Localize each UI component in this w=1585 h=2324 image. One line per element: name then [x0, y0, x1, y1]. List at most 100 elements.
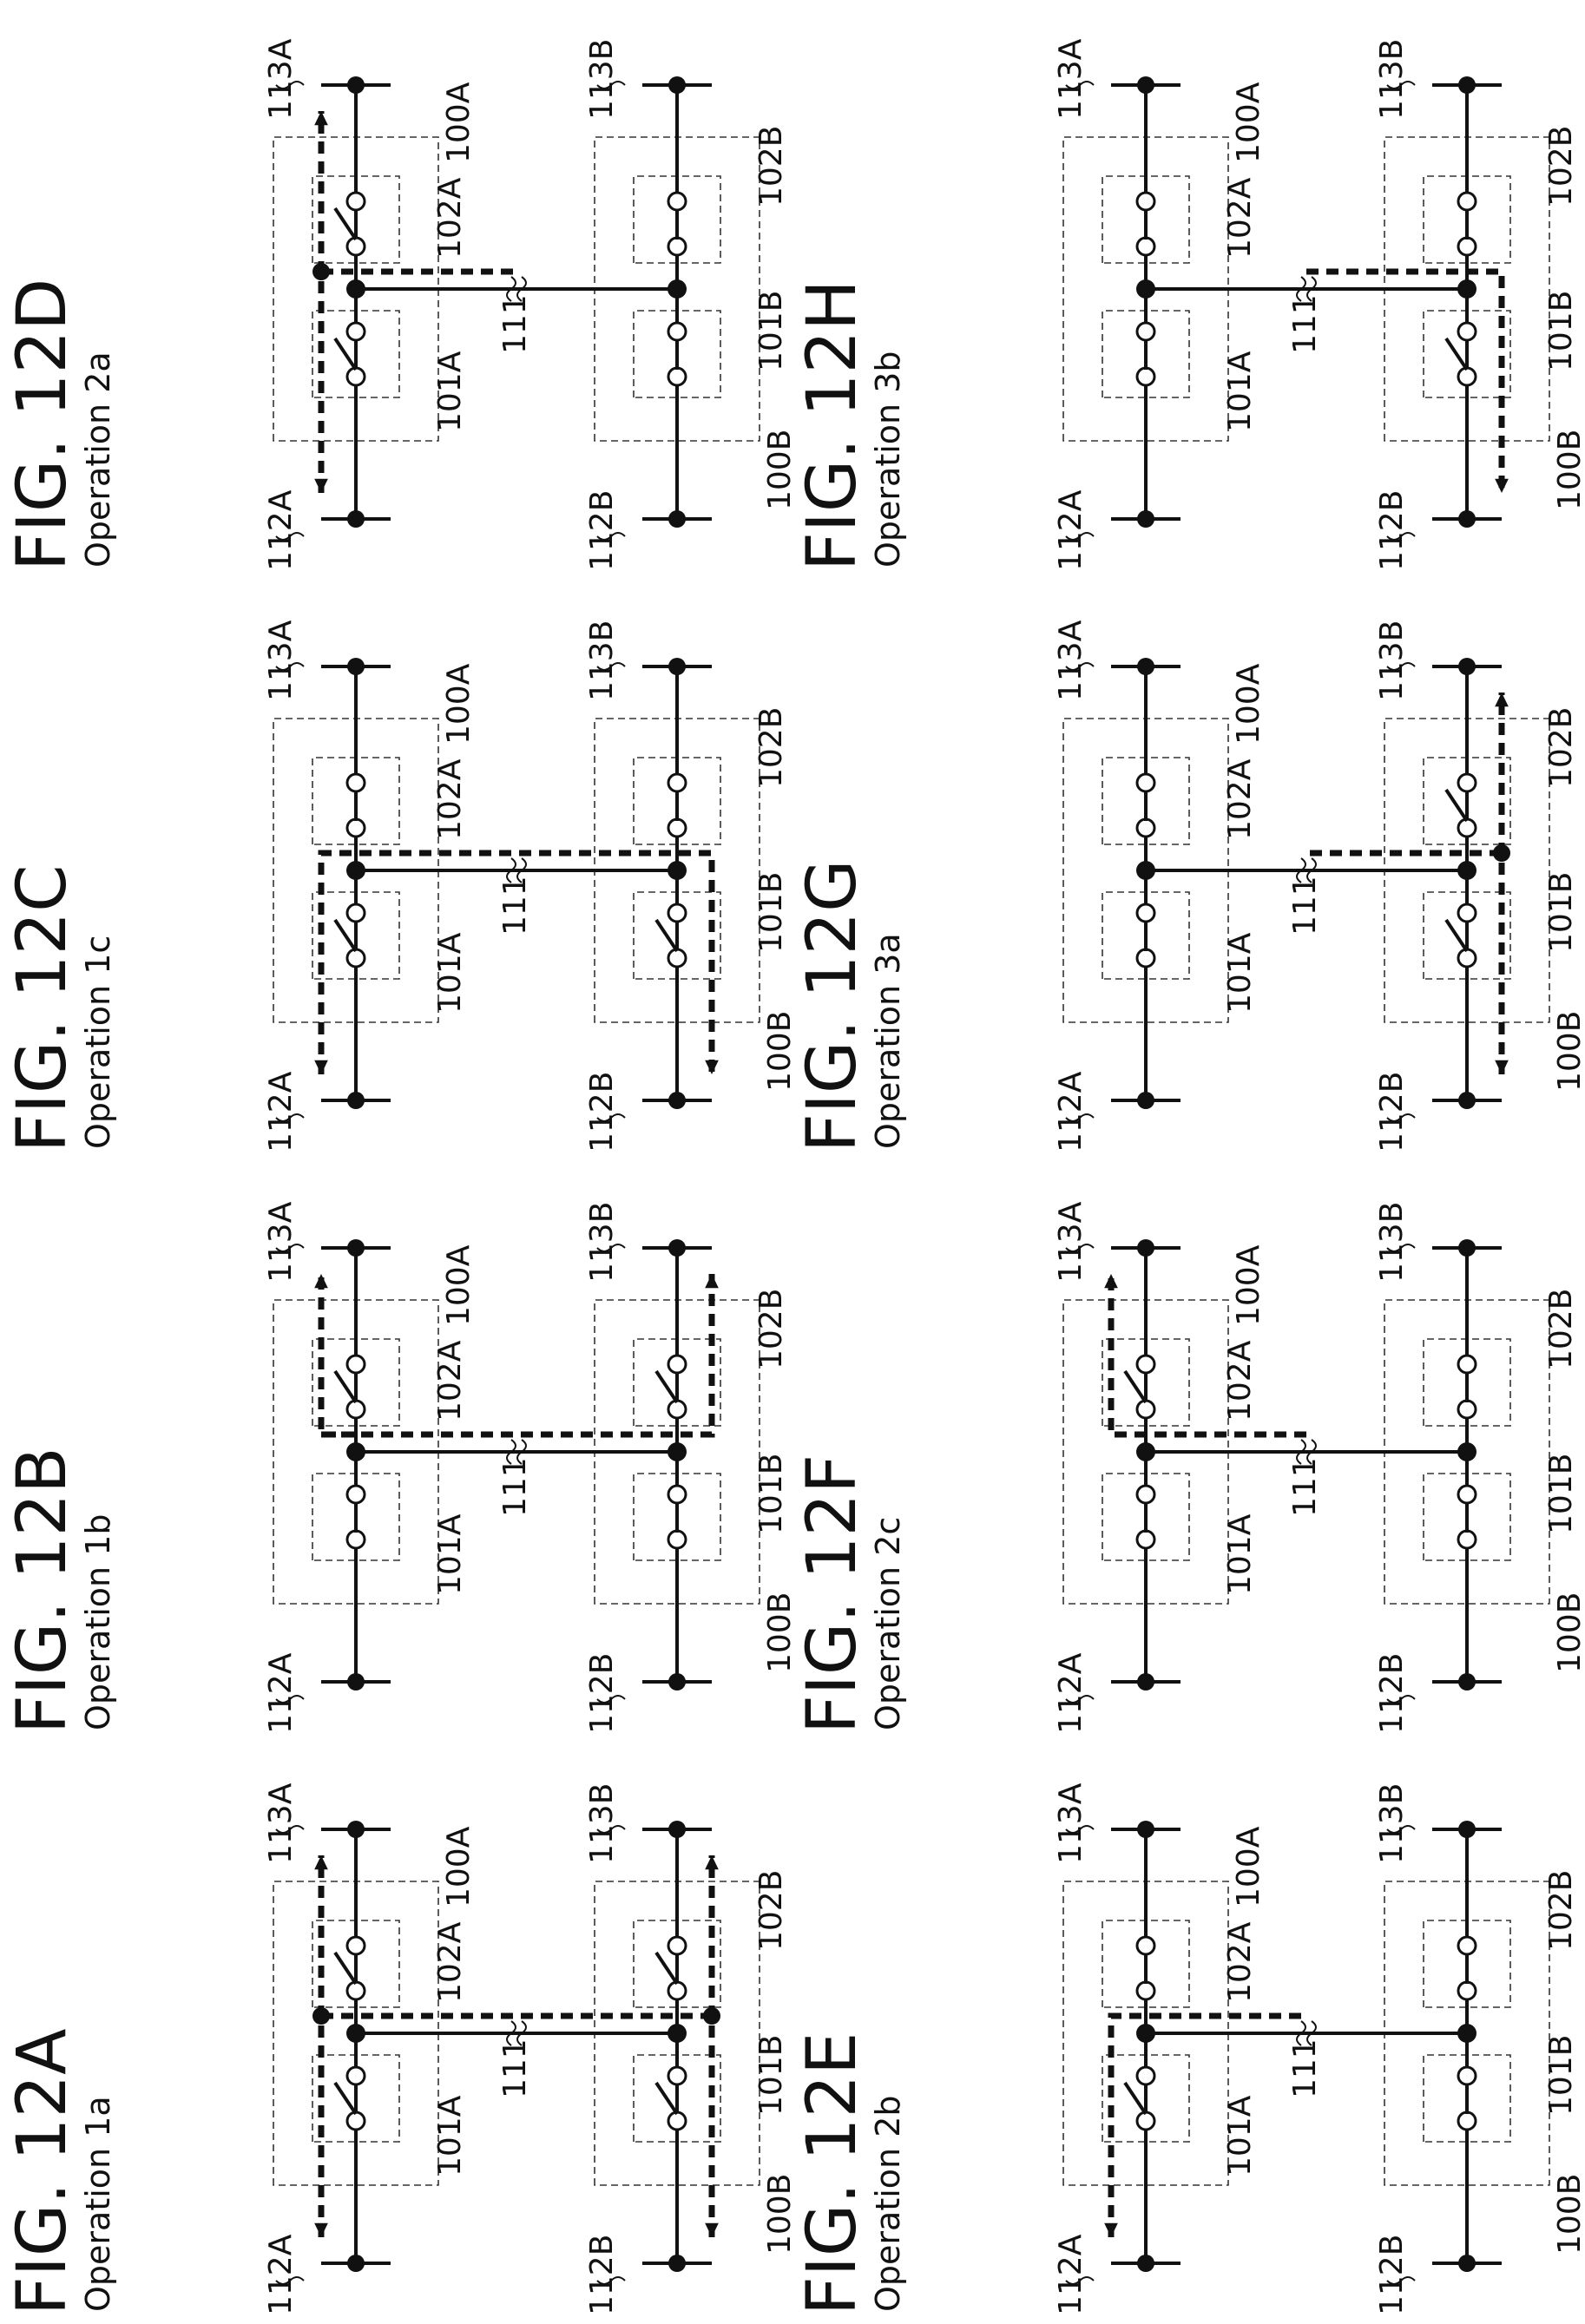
terminal-node — [668, 1821, 686, 1838]
switch-contact — [1457, 948, 1477, 968]
switch-contact — [345, 2065, 366, 2086]
switch-lever-open — [654, 1369, 679, 1404]
current-arrowhead — [1104, 2222, 1118, 2237]
junction-node — [1136, 279, 1155, 299]
label-112A: 112A — [263, 2234, 299, 2315]
break-mark — [1306, 276, 1317, 302]
terminal-node — [1137, 1821, 1154, 1838]
operation-label: Operation 3a — [869, 933, 907, 1149]
current-path — [321, 1274, 715, 1438]
leader-line — [275, 1825, 305, 1834]
terminal-node — [347, 510, 365, 528]
terminal-node — [668, 1092, 686, 1109]
label-102A: 102A — [1222, 758, 1258, 840]
switch-contact — [1135, 321, 1156, 342]
label-100A: 100A — [441, 82, 477, 163]
switch-lever-open — [1444, 918, 1469, 953]
label-113A: 113A — [263, 1782, 299, 1864]
switch-contact — [1457, 191, 1477, 212]
switch-contact — [667, 948, 687, 968]
switch-contact — [345, 1935, 366, 1956]
switch-contact — [1135, 903, 1156, 923]
switch-contact — [1457, 772, 1477, 793]
switch-contact — [1457, 2111, 1477, 2131]
current-arrowhead — [1495, 478, 1509, 493]
leader-line — [1065, 532, 1095, 541]
figure-title: FIG. 12E — [793, 2032, 871, 2315]
label-101A: 101A — [1222, 351, 1258, 432]
label-102A: 102A — [1222, 1340, 1258, 1421]
figure-12d: FIG. 12D Operation 2a 112A 112B 113A 113B 10… — [3, 33, 798, 571]
terminal-node — [347, 1673, 365, 1690]
junction-node — [346, 279, 365, 299]
switch-contact — [1457, 321, 1477, 342]
label-101A: 101A — [1222, 1513, 1258, 1595]
label-113A: 113A — [263, 38, 299, 120]
leader-line — [1386, 532, 1416, 541]
label-113B: 113B — [584, 39, 620, 120]
label-102B: 102B — [753, 1870, 789, 1951]
switch-contact — [1457, 1935, 1477, 1956]
terminal-node — [1137, 510, 1154, 528]
break-mark — [506, 2020, 516, 2046]
label-111: 111 — [497, 294, 533, 354]
junction-node — [1136, 861, 1155, 880]
label-113B: 113B — [1374, 620, 1410, 701]
terminal-node — [1137, 2255, 1154, 2272]
label-112B: 112B — [584, 1653, 620, 1734]
leader-line — [275, 1695, 305, 1704]
label-111: 111 — [1287, 294, 1323, 354]
figure-title: FIG. 12C — [3, 864, 82, 1152]
figure-12b: FIG. 12B Operation 1b 112A 112B 113A 113B 10… — [3, 1196, 798, 1734]
break-mark — [516, 2020, 527, 2046]
switch-contact — [667, 1529, 687, 1550]
current-arrowhead — [314, 1855, 328, 1870]
break-mark — [506, 1439, 516, 1465]
terminal-node — [668, 1673, 686, 1690]
leader-line — [596, 1113, 626, 1122]
switch-lever-open — [654, 918, 679, 953]
switch-contact — [667, 1980, 687, 2001]
leader-line — [275, 1244, 305, 1252]
figure-12h: FIG. 12H Operation 3b 112A 112B 113A 113B 10… — [793, 33, 1585, 571]
switch-contact — [667, 2111, 687, 2131]
label-111: 111 — [497, 2038, 533, 2098]
figure-12c: FIG. 12C Operation 1c 112A 112B 113A 113B 10… — [3, 614, 798, 1152]
current-path — [1108, 1274, 1306, 1438]
figure-title: FIG. 12H — [793, 279, 871, 571]
current-arrowhead — [705, 1274, 719, 1289]
leader-line — [1065, 1695, 1095, 1704]
terminal-node — [1458, 2255, 1476, 2272]
current-arrowhead — [314, 478, 328, 493]
switch-contact — [1135, 1484, 1156, 1505]
terminal-node — [1137, 1673, 1154, 1690]
switch-lever-open — [1444, 788, 1469, 823]
leader-line — [275, 1113, 305, 1122]
switch-contact — [667, 191, 687, 212]
current-arrowhead — [1495, 1060, 1509, 1074]
terminal-node — [1137, 1239, 1154, 1257]
label-102B: 102B — [753, 126, 789, 207]
label-113A: 113A — [1053, 1201, 1088, 1283]
terminal-node — [1458, 1239, 1476, 1257]
switch-contact — [1135, 236, 1156, 257]
label-101A: 101A — [432, 2095, 468, 2176]
switch-contact — [667, 817, 687, 838]
switch-contact — [345, 817, 366, 838]
figure-title: FIG. 12A — [3, 2028, 82, 2315]
label-100A: 100A — [1231, 82, 1266, 163]
terminal-node — [347, 2255, 365, 2272]
label-112B: 112B — [1374, 1072, 1410, 1152]
figure-12a: FIG. 12A Operation 1a 112A 112B 113A 113B 10… — [3, 1777, 798, 2315]
switch-contact — [1135, 1980, 1156, 2001]
leader-line — [275, 532, 305, 541]
switch-contact — [667, 1399, 687, 1420]
circuit-diagram: 112A 112B 113A 113B 100A 100B 101A 101B 102A 102B… — [1053, 38, 1585, 571]
leader-line — [1065, 1825, 1095, 1834]
switch-contact — [1135, 948, 1156, 968]
break-mark — [516, 276, 527, 302]
switch-contact — [1135, 2111, 1156, 2131]
junction-node — [668, 2024, 687, 2043]
leader-line — [1386, 1695, 1416, 1704]
label-112B: 112B — [584, 1072, 620, 1152]
